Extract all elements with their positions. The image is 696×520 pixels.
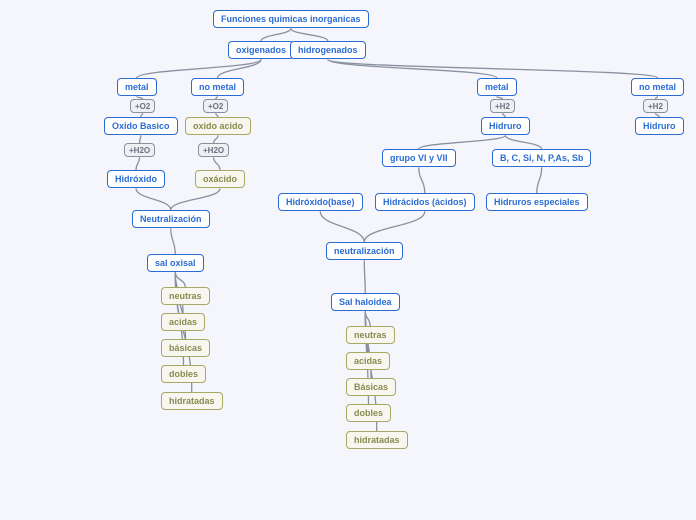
edge xyxy=(136,188,171,210)
edge xyxy=(505,135,541,149)
node-ox_ac[interactable]: oxido acido xyxy=(185,117,251,135)
node-hacid[interactable]: Hidrácidos (ácidos) xyxy=(375,193,475,211)
node-ox_nometal[interactable]: no metal xyxy=(191,78,244,96)
node-hidruro2[interactable]: Hidruro xyxy=(635,117,684,135)
node-sx_ac[interactable]: acidas xyxy=(161,313,205,331)
node-h2o_a[interactable]: +H2O xyxy=(124,143,155,157)
node-ox_bas[interactable]: Oxido Basico xyxy=(104,117,178,135)
node-sh_bas[interactable]: Básicas xyxy=(346,378,396,396)
node-hidro[interactable]: hidrogenados xyxy=(290,41,366,59)
node-sh_neu[interactable]: neutras xyxy=(346,326,395,344)
node-saloxisal[interactable]: sal oxisal xyxy=(147,254,204,272)
node-sh_dob[interactable]: dobles xyxy=(346,404,391,422)
edge xyxy=(261,28,291,41)
edge xyxy=(364,260,365,293)
node-salhalo[interactable]: Sal haloidea xyxy=(331,293,400,311)
edge xyxy=(291,28,328,41)
node-sx_bas[interactable]: básicas xyxy=(161,339,210,357)
node-o2_a[interactable]: +O2 xyxy=(130,99,155,113)
edge xyxy=(140,135,141,143)
node-hidroxido1[interactable]: Hidróxido xyxy=(107,170,165,188)
node-oxacido[interactable]: oxácido xyxy=(195,170,245,188)
node-sx_hid[interactable]: hidratadas xyxy=(161,392,223,410)
edge xyxy=(328,59,658,78)
node-sh_ac[interactable]: acidas xyxy=(346,352,390,370)
node-root[interactable]: Funciones quimicas inorganicas xyxy=(213,10,369,28)
edge xyxy=(364,211,425,242)
edge xyxy=(136,157,140,170)
node-bcsi[interactable]: B, C, Si, N, P,As, Sb xyxy=(492,149,591,167)
node-hi_metal[interactable]: metal xyxy=(477,78,517,96)
node-h2_a[interactable]: +H2 xyxy=(490,99,515,113)
edge xyxy=(419,135,505,149)
edge xyxy=(320,211,364,242)
node-hi_nometal[interactable]: no metal xyxy=(631,78,684,96)
edge xyxy=(175,272,185,287)
edge xyxy=(328,59,497,78)
edge xyxy=(171,188,220,210)
node-sh_hid[interactable]: hidratadas xyxy=(346,431,408,449)
node-ox_metal[interactable]: metal xyxy=(117,78,157,96)
node-sx_neu[interactable]: neutras xyxy=(161,287,210,305)
node-sx_dob[interactable]: dobles xyxy=(161,365,206,383)
edge xyxy=(214,135,218,143)
node-neutral1[interactable]: Neutralización xyxy=(132,210,210,228)
edge xyxy=(171,228,176,254)
node-oxig[interactable]: oxigenados xyxy=(228,41,294,59)
node-hesp[interactable]: Hidruros especiales xyxy=(486,193,588,211)
node-h2o_b[interactable]: +H2O xyxy=(198,143,229,157)
node-grupo[interactable]: grupo VI y VII xyxy=(382,149,456,167)
node-h2_b[interactable]: +H2 xyxy=(643,99,668,113)
edge xyxy=(365,311,370,326)
node-o2_b[interactable]: +O2 xyxy=(203,99,228,113)
edge xyxy=(218,59,262,78)
edge xyxy=(537,167,542,193)
edge xyxy=(137,59,261,78)
edge xyxy=(419,167,425,193)
node-hidruro1[interactable]: Hidruro xyxy=(481,117,530,135)
diagram-canvas: Funciones quimicas inorganicas oxigenados… xyxy=(0,0,696,520)
node-neutral2[interactable]: neutralización xyxy=(326,242,403,260)
edge xyxy=(214,157,220,170)
node-hbase[interactable]: Hidróxido(base) xyxy=(278,193,363,211)
